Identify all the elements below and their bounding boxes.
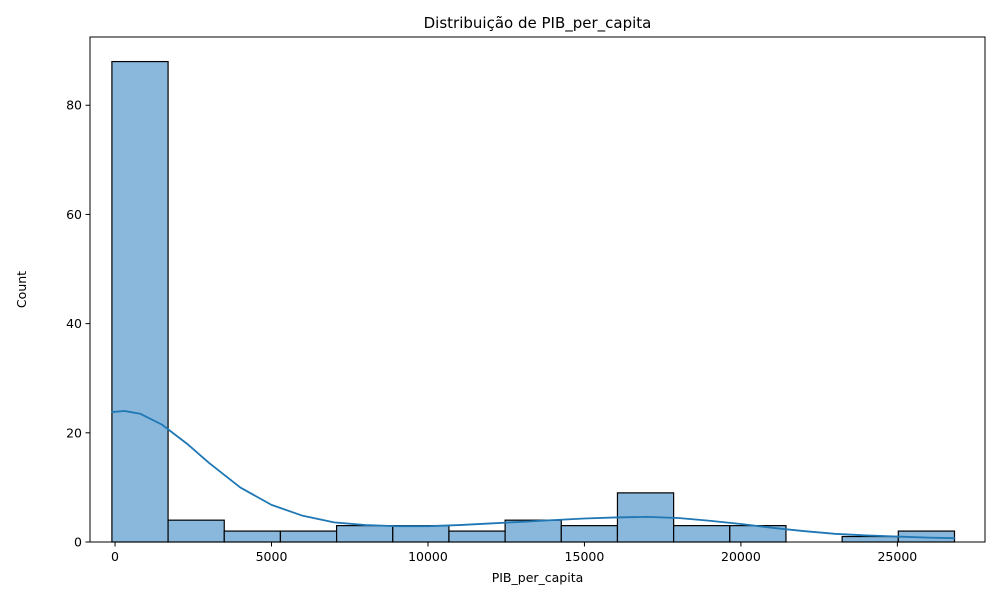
x-tick-label: 10000 [408, 549, 448, 564]
x-tick-label: 25000 [877, 549, 917, 564]
x-axis-title: PIB_per_capita [492, 570, 584, 585]
x-axis: 0 5000 10000 15000 20000 25000 [111, 542, 917, 564]
x-tick-label: 5000 [256, 549, 288, 564]
histogram-bar [335, 525, 394, 543]
histogram-bar [392, 525, 450, 543]
histogram-bar [167, 519, 225, 543]
y-tick-label: 60 [66, 207, 82, 222]
y-tick-label: 80 [66, 98, 82, 113]
chart-title: Distribuição de PIB_per_capita [424, 14, 652, 33]
y-axis-title: Count [14, 271, 29, 308]
histogram-bar [111, 60, 169, 543]
kde-layer [111, 410, 956, 540]
histogram-bar [279, 530, 338, 543]
y-tick-label: 40 [66, 316, 82, 331]
histogram-bar [841, 535, 899, 543]
kde-curve [111, 410, 956, 540]
histogram-bar [504, 519, 562, 543]
x-tick-label: 20000 [721, 549, 761, 564]
x-tick-label: 0 [111, 549, 119, 564]
x-tick-label: 15000 [565, 549, 605, 564]
y-tick-label: 0 [74, 535, 82, 550]
histogram-bar [448, 530, 506, 543]
y-axis: 0 20 40 60 80 [66, 98, 90, 550]
plot-area-frame [89, 36, 986, 543]
histogram-bar [560, 525, 619, 543]
histogram-bar [223, 530, 282, 543]
histogram-bar [673, 525, 731, 543]
y-tick-label: 20 [66, 425, 82, 440]
